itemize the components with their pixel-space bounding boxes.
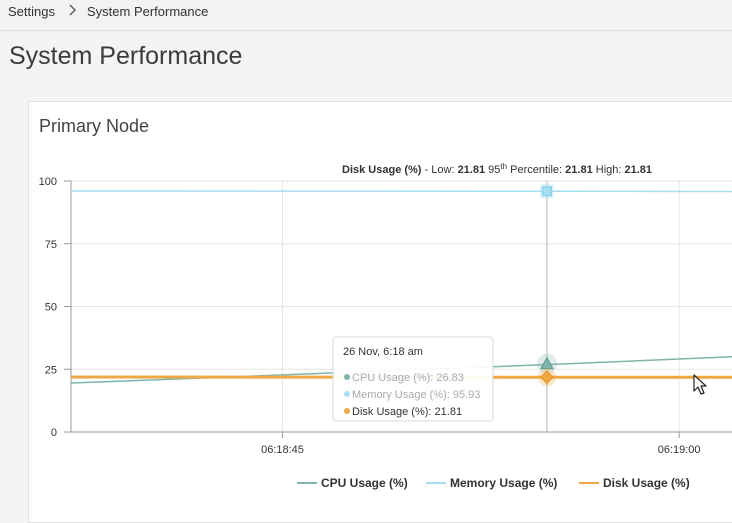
chart-header-sep: - [421,164,431,176]
memory-point-marker [542,187,551,196]
chart-header-p95-value: 21.81 [565,164,593,176]
legend-label-memory: Memory Usage (%) [450,476,557,490]
tooltip-title: 26 Nov, 6:18 am [343,346,423,358]
tooltip-cpu-dot [344,374,350,380]
y-tick-label: 100 [39,176,57,188]
chart-tooltip: 26 Nov, 6:18 am CPU Usage (%): 26.83 Mem… [333,337,493,421]
tooltip-memory-text: Memory Usage (%): 95.93 [352,389,480,401]
mouse-cursor-icon [693,374,709,396]
x-tick-label: 06:19:00 [658,444,701,456]
chart-header-high-label: High: [593,164,625,176]
y-tick-label: 75 [45,239,57,251]
tooltip-row-disk: Disk Usage (%): 21.81 [344,406,462,418]
chart-header-low-value: 21.81 [458,164,486,176]
chart-header-p95-sup: th [500,162,507,171]
y-tick-label: 0 [51,427,57,439]
tooltip-disk-text: Disk Usage (%): 21.81 [352,406,462,418]
chart-legend: CPU Usage (%) Memory Usage (%) Disk Usage … [297,476,690,490]
series-line-memory [71,191,732,192]
performance-chart[interactable]: 0 25 50 75 100 06:18:45 06:19:00 Disk Usage (%… [0,0,732,511]
tooltip-memory-dot [344,391,350,397]
tooltip-disk-dot [344,408,350,414]
y-tick-label: 50 [45,302,57,314]
chart-header-high-value: 21.81 [624,164,652,176]
chart-header-summary: Disk Usage (%) - Low: 21.81 95th Percent… [342,162,652,176]
tooltip-row-memory: Memory Usage (%): 95.93 [344,389,480,401]
x-tick-label: 06:18:45 [261,444,304,456]
chart-header-p95-suffix: Percentile: [507,164,565,176]
legend-item-cpu[interactable]: CPU Usage (%) [297,476,408,490]
tooltip-cpu-text: CPU Usage (%): 26.83 [352,372,464,384]
legend-label-cpu: CPU Usage (%) [321,476,408,490]
legend-label-disk: Disk Usage (%) [603,476,690,490]
chart-header-low-label: Low: [431,164,457,176]
chart-header-p95-label: 95 [485,164,500,176]
chart-header-series: Disk Usage (%) [342,164,422,176]
legend-item-memory[interactable]: Memory Usage (%) [426,476,557,490]
y-tick-label: 25 [45,364,57,376]
tooltip-row-cpu: CPU Usage (%): 26.83 [344,372,464,384]
legend-item-disk[interactable]: Disk Usage (%) [579,476,690,490]
